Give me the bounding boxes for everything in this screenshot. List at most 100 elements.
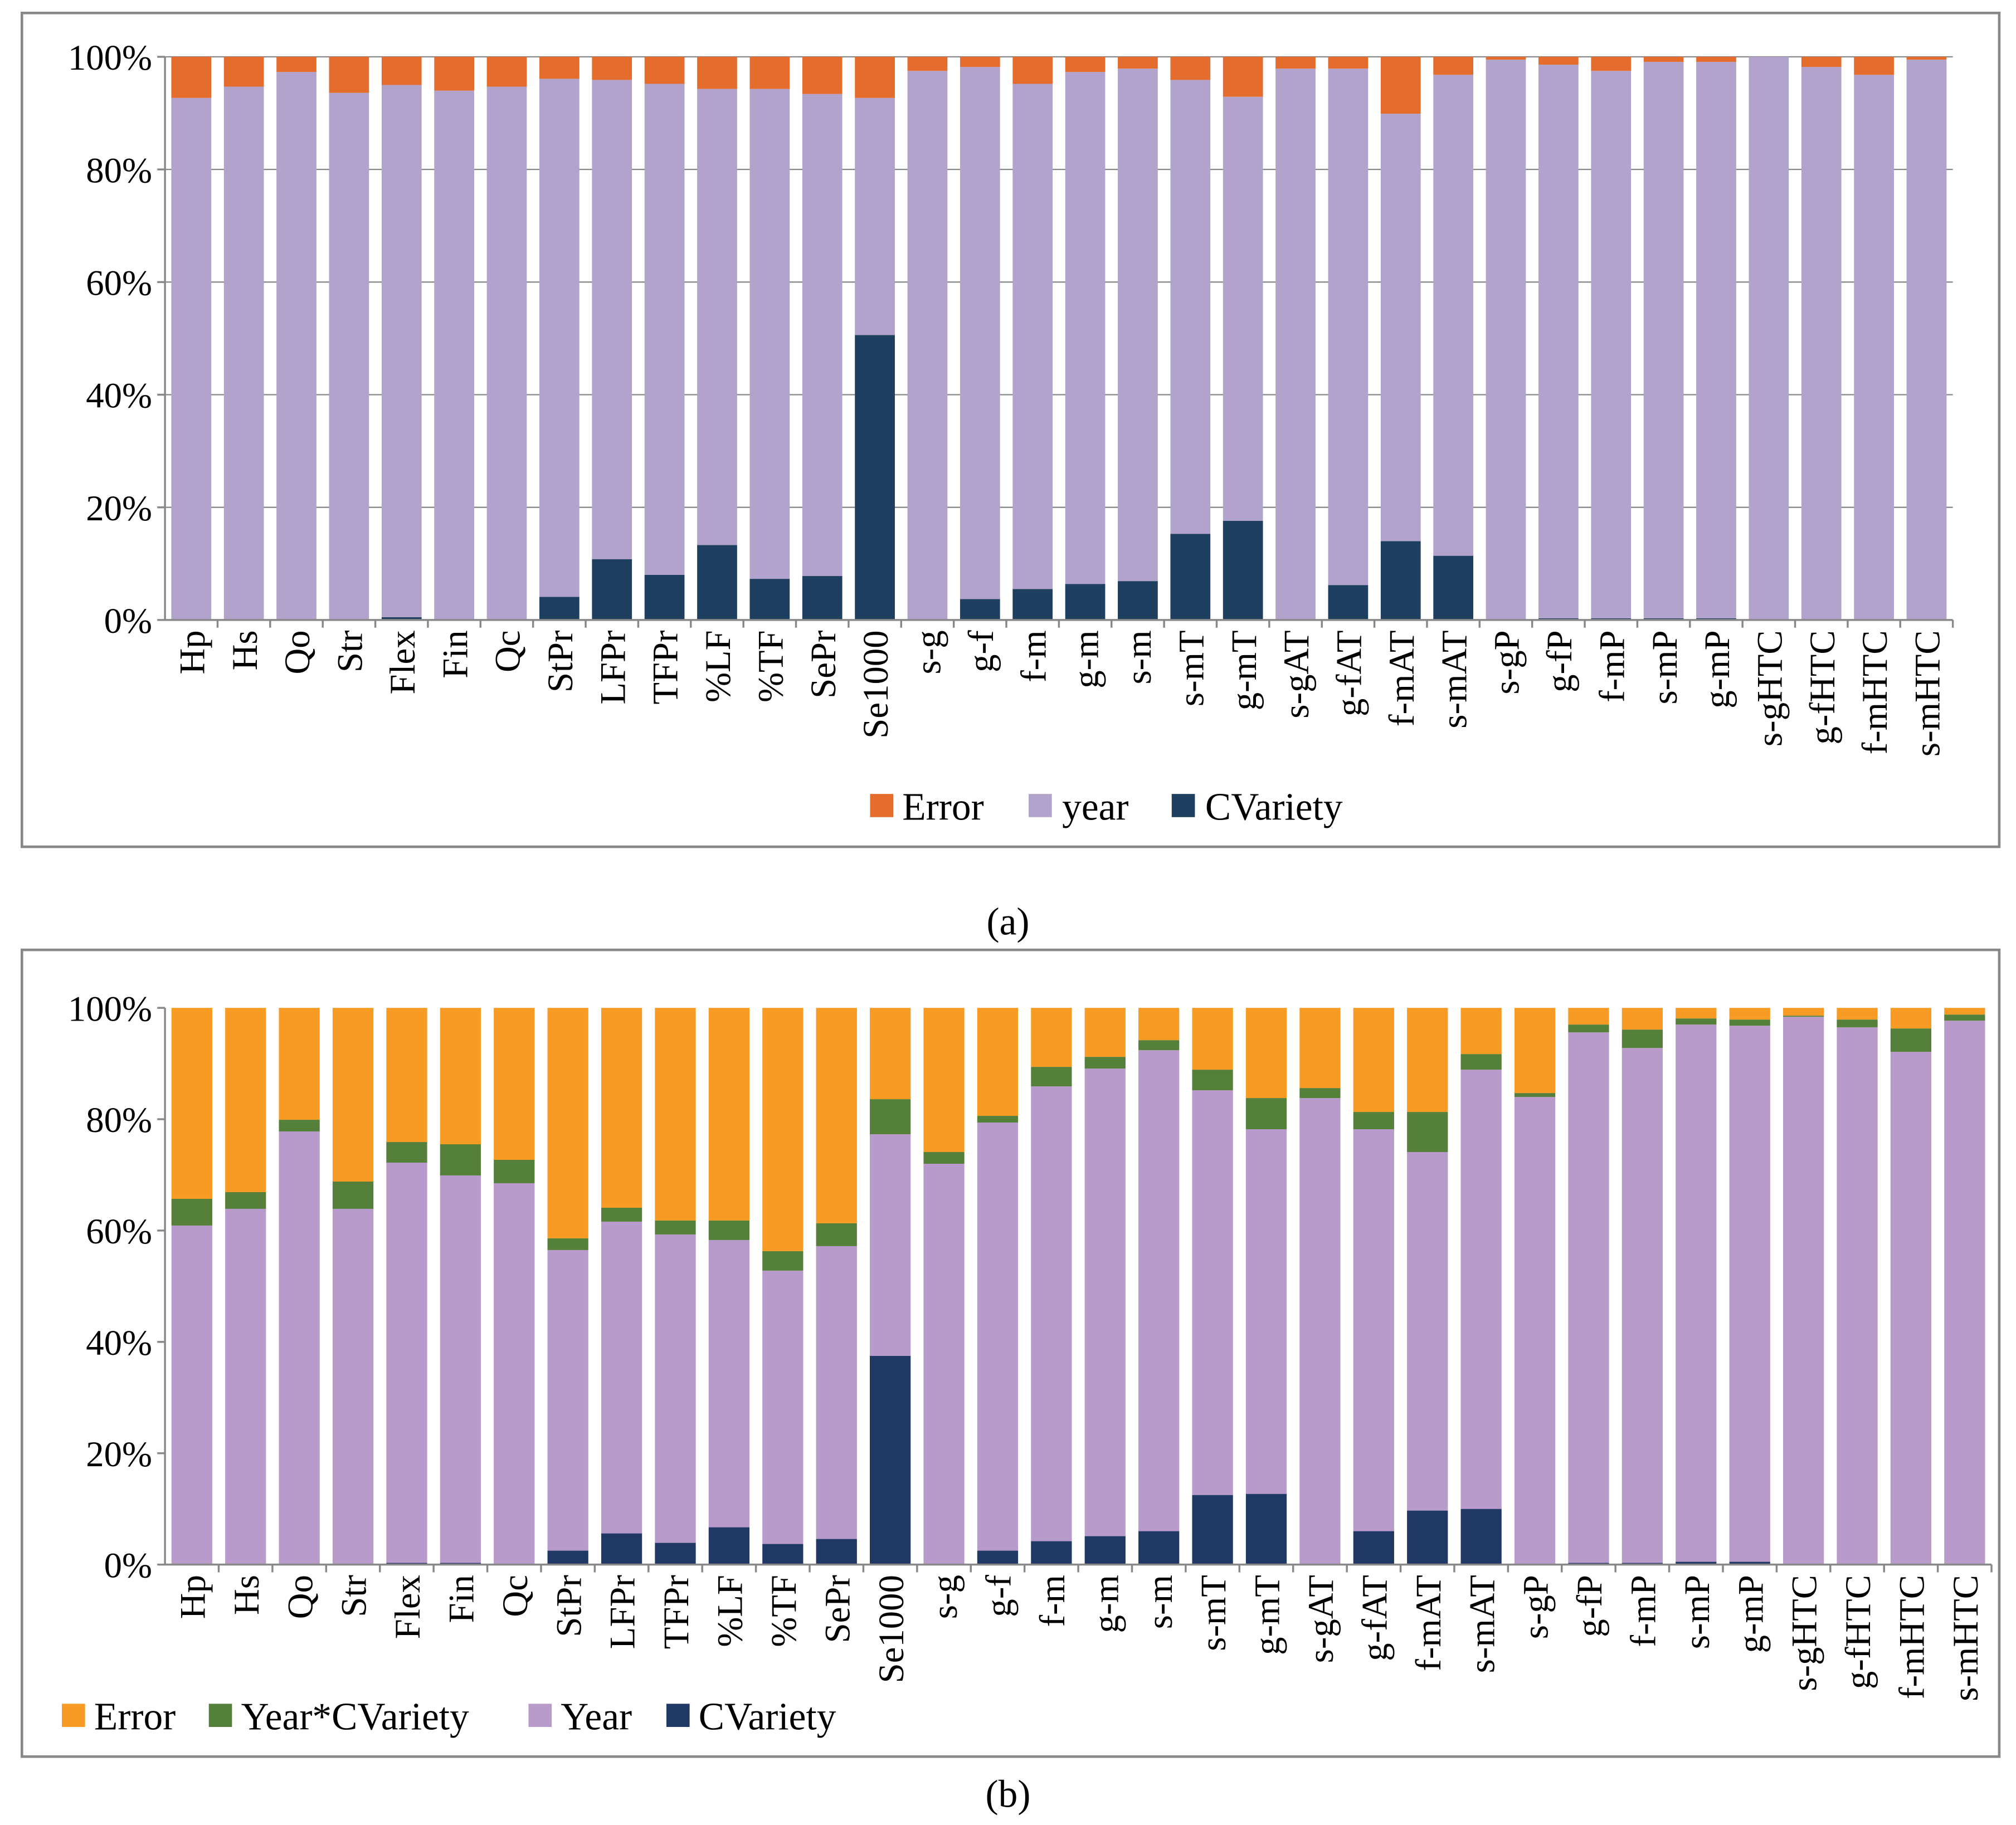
bar-error-s-mhtc bbox=[1944, 1008, 1985, 1015]
bar-year-s-mt bbox=[1170, 80, 1211, 534]
x-tick-label: f-mAT bbox=[1382, 630, 1422, 726]
bar-error-g-fhtc bbox=[1801, 56, 1842, 67]
legend-swatch-year bbox=[1029, 794, 1052, 817]
x-tick-label: LFPr bbox=[593, 630, 633, 704]
bar-year-hs bbox=[225, 1208, 266, 1565]
x-tick-label: LFPr bbox=[603, 1575, 643, 1649]
bar-error-str bbox=[329, 56, 369, 93]
bar-error-tfpr bbox=[644, 56, 685, 84]
bar-year--tf bbox=[749, 89, 790, 579]
x-tick-label: Qo bbox=[280, 1575, 320, 1619]
bar-cvariety--tf bbox=[762, 1544, 804, 1565]
bar-year-g-m bbox=[1084, 1068, 1126, 1536]
x-tick-label: g-mP bbox=[1697, 630, 1737, 708]
caption-a: (a) bbox=[987, 900, 1030, 943]
y-tick-label: 40% bbox=[86, 1323, 152, 1363]
bar-year-cvariety-stpr bbox=[547, 1238, 588, 1250]
chart-b-bars bbox=[171, 1008, 1985, 1565]
bar-year-g-f bbox=[977, 1123, 1019, 1551]
bar-error-g-m bbox=[1065, 56, 1106, 72]
bar-year-g-fp bbox=[1538, 65, 1579, 618]
bar-year-str bbox=[329, 92, 369, 620]
legend-label-year: year bbox=[1062, 785, 1128, 828]
bar-year-fin bbox=[434, 90, 474, 620]
bar-error-g-m bbox=[1084, 1008, 1126, 1057]
bar-year-f-mp bbox=[1621, 1048, 1663, 1563]
x-tick-label: s-mAT bbox=[1434, 630, 1474, 728]
bar-error-f-mhtc bbox=[1854, 56, 1894, 75]
bar-cvariety-se1000 bbox=[855, 335, 895, 620]
chart-b-legend: Error Year*CVariety Year CVariety bbox=[62, 1696, 836, 1739]
bar-year-tfpr bbox=[644, 84, 685, 575]
bar-year-s-gp bbox=[1486, 60, 1526, 620]
bar-year-cvariety--tf bbox=[762, 1251, 804, 1271]
bar-error-hs bbox=[225, 1008, 266, 1192]
bar-year-g-fhtc bbox=[1837, 1027, 1878, 1565]
bar-error-s-mat bbox=[1460, 1008, 1502, 1055]
x-tick-label: s-g bbox=[909, 630, 949, 674]
bar-cvariety-sepr bbox=[802, 576, 843, 620]
bar-year-stpr bbox=[539, 79, 580, 597]
x-tick-label: Hp bbox=[173, 1575, 213, 1619]
x-tick-label: s-gAT bbox=[1277, 630, 1317, 718]
x-tick-label: s-g bbox=[925, 1575, 965, 1619]
x-tick-label: g-mP bbox=[1731, 1575, 1771, 1653]
bar-error-sepr bbox=[802, 56, 843, 94]
bar-year--lf bbox=[697, 89, 737, 545]
bar-year-qo bbox=[279, 1131, 320, 1565]
x-tick-label: %TF bbox=[764, 1575, 804, 1647]
bar-error-s-gp bbox=[1514, 1008, 1556, 1094]
y-tick-label: 80% bbox=[86, 1100, 152, 1140]
bar-error-qo bbox=[279, 1008, 320, 1120]
bar-error-s-m bbox=[1118, 56, 1158, 69]
y-tick-label: 20% bbox=[86, 489, 152, 529]
bar-cvariety-f-m bbox=[1012, 589, 1053, 620]
bar-error-qo bbox=[276, 56, 316, 72]
chart-a-axes: 0% 20% 40% 60% 80% 100% Hp Hs Qo Str Flex Fin Qc StPr… bbox=[68, 38, 1954, 757]
bar-year-g-mt bbox=[1223, 96, 1263, 521]
bar-cvariety-s-m bbox=[1138, 1531, 1180, 1565]
bar-year-f-m bbox=[1012, 84, 1053, 589]
x-tick-label: g-mT bbox=[1248, 1575, 1288, 1655]
chart-a-legend: Error year CVariety bbox=[870, 785, 1343, 828]
bar-year-g-mp bbox=[1696, 62, 1736, 618]
bar-error-g-mp bbox=[1729, 1008, 1770, 1020]
bar-error-se1000 bbox=[855, 56, 895, 98]
bar-error--tf bbox=[749, 56, 790, 89]
x-tick-label: s-mT bbox=[1171, 630, 1211, 706]
bar-year-sepr bbox=[802, 94, 843, 577]
x-tick-label: Flex bbox=[388, 1575, 428, 1639]
x-tick-label: TFPr bbox=[656, 1575, 697, 1649]
x-tick-label: Fin bbox=[441, 1575, 481, 1623]
bar-year-cvariety-qo bbox=[279, 1120, 320, 1132]
bar-year-s-m bbox=[1138, 1050, 1180, 1531]
bar-year-s-gp bbox=[1514, 1097, 1556, 1565]
chart-b-axes: 0% 20% 40% 60% 80% 100% Hp Hs Qo Str Flex Fin Qc StPr… bbox=[68, 989, 1993, 1701]
x-tick-label: Str bbox=[330, 630, 371, 672]
legend-swatch-year bbox=[528, 1704, 552, 1728]
bar-year-cvariety-tfpr bbox=[655, 1220, 696, 1234]
bar-error-se1000 bbox=[870, 1008, 911, 1100]
bar-error-flex bbox=[386, 1008, 427, 1143]
bar-error-s-gp bbox=[1486, 56, 1526, 60]
x-tick-label: StPr bbox=[549, 1575, 589, 1637]
x-tick-label: g-fHTC bbox=[1838, 1575, 1878, 1689]
bar-year-s-mat bbox=[1460, 1070, 1502, 1509]
bar-error-s-m bbox=[1138, 1008, 1180, 1041]
bar-year-cvariety-hs bbox=[225, 1192, 266, 1209]
chart-a: 0% 20% 40% 60% 80% 100% Hp Hs Qo Str Flex Fin Qc StPr… bbox=[21, 12, 2001, 943]
x-tick-label: s-mT bbox=[1194, 1575, 1234, 1651]
chart-b: 0% 20% 40% 60% 80% 100% Hp Hs Qo Str Flex Fin Qc StPr… bbox=[21, 948, 2001, 1816]
bar-cvariety-g-m bbox=[1065, 584, 1106, 620]
bar-year-s-g bbox=[923, 1164, 965, 1565]
bar-year-se1000 bbox=[855, 97, 895, 335]
bar-error-lfpr bbox=[592, 56, 632, 80]
bar-year-s-m bbox=[1118, 69, 1158, 582]
bar-year-g-fp bbox=[1568, 1032, 1609, 1563]
bar-error-s-ghtc bbox=[1783, 1008, 1824, 1016]
x-tick-label: Qc bbox=[488, 630, 528, 672]
bar-error-g-fp bbox=[1568, 1008, 1609, 1025]
x-tick-label: Hp bbox=[172, 630, 212, 674]
bar-year-cvariety-g-fat bbox=[1353, 1112, 1394, 1130]
x-tick-label: g-f bbox=[961, 630, 1001, 672]
